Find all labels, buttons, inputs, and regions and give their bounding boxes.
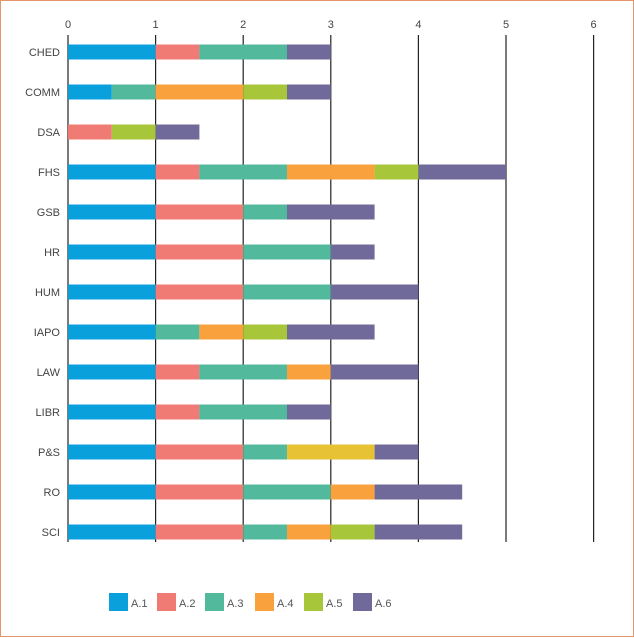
bar-law-A2 <box>155 364 200 380</box>
bar-ro-A3 <box>243 484 331 500</box>
x-tick-label-0: 0 <box>65 19 71 31</box>
bar-fhs-A2 <box>155 164 200 180</box>
bar-comm-A1 <box>68 84 112 100</box>
x-tick-label-3: 3 <box>328 19 334 31</box>
bar-hr-A3 <box>243 244 331 260</box>
category-label: FHS <box>38 167 60 179</box>
bar-ched-A6 <box>287 44 331 60</box>
bar-sci-A2 <box>155 524 244 540</box>
bar-comm-A4 <box>155 84 244 100</box>
bar-dsa-A6 <box>155 124 200 140</box>
bar-iapo-A4 <box>199 324 244 340</box>
category-label: COMM <box>25 87 60 99</box>
bar-ro-A2 <box>155 484 244 500</box>
category-label: SCI <box>42 527 60 539</box>
legend-label: A.3 <box>227 598 244 610</box>
x-tick-label-5: 5 <box>503 19 509 31</box>
bar-ps-A5 <box>287 444 375 460</box>
legend-label: A.5 <box>326 598 343 610</box>
bar-fhs-A3 <box>199 164 287 180</box>
legend-swatch-A4 <box>255 593 274 611</box>
bar-libr-A3 <box>199 404 287 420</box>
bar-comm-A6 <box>287 84 331 100</box>
category-label: RO <box>44 487 61 499</box>
bar-comm-A3 <box>111 84 156 100</box>
category-label: LIBR <box>36 407 61 419</box>
category-labels: CHED COMM DSA FHS GSB HR HUM IAPO LAW LIBR P&S RO SC… <box>25 47 60 539</box>
bar-iapo-A3 <box>155 324 200 340</box>
bar-sci-A3 <box>243 524 287 540</box>
bar-sci-A4 <box>287 524 331 540</box>
category-label: IAPO <box>34 327 61 339</box>
category-label: GSB <box>37 207 60 219</box>
bars <box>68 44 506 540</box>
legend: A.1 A.2 A.3 A.4 A.5 A.6 <box>109 593 392 611</box>
bar-gsb-A1 <box>68 204 156 220</box>
bar-sci-A5 <box>330 524 375 540</box>
x-tick-label-6: 6 <box>591 19 597 31</box>
bar-ps-A6 <box>374 444 419 460</box>
category-label: LAW <box>37 367 61 379</box>
category-label: CHED <box>29 47 60 59</box>
bar-gsb-A2 <box>155 204 244 220</box>
bar-hr-A2 <box>155 244 244 260</box>
bar-fhs-A5 <box>374 164 419 180</box>
bar-libr-A2 <box>155 404 200 420</box>
bar-law-A6 <box>330 364 419 380</box>
legend-label: A.4 <box>277 598 294 610</box>
bar-iapo-A6 <box>287 324 375 340</box>
bar-dsa-A2 <box>68 124 112 140</box>
bar-fhs-A4 <box>287 164 375 180</box>
bar-sci-A6 <box>374 524 463 540</box>
category-label: HUM <box>35 287 60 299</box>
legend-swatch-A3 <box>205 593 224 611</box>
bar-comm-A5 <box>243 84 287 100</box>
bar-dsa-A5 <box>111 124 156 140</box>
legend-swatch-A2 <box>157 593 176 611</box>
bar-ps-A2 <box>155 444 244 460</box>
legend-swatch-A5 <box>304 593 323 611</box>
legend-label: A.6 <box>375 598 392 610</box>
x-tick-label-2: 2 <box>240 19 246 31</box>
bar-ched-A3 <box>199 44 287 60</box>
bar-fhs-A6 <box>418 164 506 180</box>
category-label: DSA <box>37 127 60 139</box>
bar-law-A4 <box>287 364 331 380</box>
bar-hr-A6 <box>330 244 375 260</box>
x-tick-label-1: 1 <box>153 19 159 31</box>
category-label: HR <box>44 247 60 259</box>
bar-hum-A3 <box>243 284 331 300</box>
bar-fhs-A1 <box>68 164 156 180</box>
legend-label: A.2 <box>179 598 196 610</box>
bar-ched-A2 <box>155 44 200 60</box>
bar-ro-A1 <box>68 484 156 500</box>
legend-swatch-A6 <box>353 593 372 611</box>
legend-label: A.1 <box>131 598 148 610</box>
bar-ps-A3 <box>243 444 287 460</box>
bar-hum-A1 <box>68 284 156 300</box>
bar-law-A1 <box>68 364 156 380</box>
bar-ro-A6 <box>374 484 463 500</box>
bar-hum-A6 <box>330 284 419 300</box>
bar-law-A3 <box>199 364 287 380</box>
bar-hum-A2 <box>155 284 244 300</box>
bar-hr-A1 <box>68 244 156 260</box>
x-axis-ticks: 0 1 2 3 4 5 6 <box>65 19 597 31</box>
legend-swatch-A1 <box>109 593 128 611</box>
bar-gsb-A6 <box>287 204 375 220</box>
bar-gsb-A3 <box>243 204 287 220</box>
bar-iapo-A1 <box>68 324 156 340</box>
bar-ro-A4 <box>330 484 375 500</box>
x-tick-label-4: 4 <box>415 19 421 31</box>
bar-ched-A1 <box>68 44 156 60</box>
bar-sci-A1 <box>68 524 156 540</box>
category-label: P&S <box>38 447 60 459</box>
bar-ps-A1 <box>68 444 156 460</box>
bar-libr-A1 <box>68 404 156 420</box>
bar-iapo-A5 <box>243 324 287 340</box>
bar-libr-A6 <box>287 404 331 420</box>
